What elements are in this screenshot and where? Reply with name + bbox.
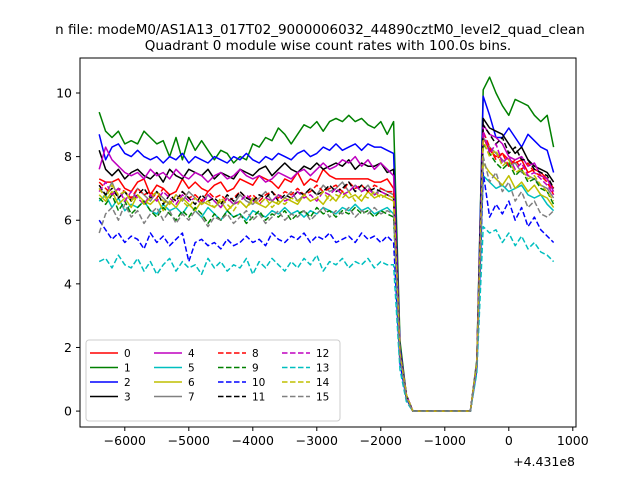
legend-label: 5 <box>188 363 195 375</box>
x-tick-label: −1000 <box>424 433 466 448</box>
x-axis: −6000 −5000 −4000 −3000 −2000 −1000 0 1000 <box>104 427 589 448</box>
figure-suptitle: n file: modeM0/AS1A13_017T02_9000006032_… <box>55 22 585 38</box>
legend-label: 10 <box>252 377 265 389</box>
legend-label: 12 <box>316 348 329 360</box>
legend-label: 8 <box>252 348 259 360</box>
y-tick-label: 6 <box>64 213 72 228</box>
x-offset-label: +4.431e8 <box>513 454 575 469</box>
legend-label: 4 <box>188 348 195 360</box>
x-tick-label: 0 <box>505 433 513 448</box>
x-tick-label: −6000 <box>104 433 146 448</box>
legend-label: 0 <box>124 348 131 360</box>
plot-area <box>98 76 555 412</box>
x-tick-label: −2000 <box>360 433 402 448</box>
series-line-15 <box>98 155 555 412</box>
x-tick-label: −5000 <box>168 433 210 448</box>
legend-label: 2 <box>124 377 131 389</box>
plot-frame <box>79 57 577 428</box>
series-line-12 <box>98 130 555 412</box>
legend-label: 6 <box>188 377 195 389</box>
y-tick-label: 10 <box>56 85 72 100</box>
legend-box <box>85 339 341 422</box>
series-line-14 <box>98 139 555 412</box>
legend-label: 13 <box>316 363 329 375</box>
legend-label: 15 <box>316 392 329 404</box>
legend-label: 3 <box>124 392 131 404</box>
legend-label: 14 <box>316 377 330 389</box>
legend-label: 1 <box>124 363 131 375</box>
y-tick-label: 8 <box>64 149 72 164</box>
legend-label: 7 <box>188 392 195 404</box>
y-tick-label: 2 <box>64 340 72 355</box>
series-line-10 <box>98 171 555 412</box>
legend-label: 11 <box>252 392 265 404</box>
chart-title: Quadrant 0 module wise count rates with … <box>145 38 511 54</box>
x-tick-label: −4000 <box>232 433 274 448</box>
y-tick-label: 4 <box>64 276 72 291</box>
y-axis: 0 2 4 6 8 10 <box>56 85 80 419</box>
x-tick-label: −3000 <box>296 433 338 448</box>
series-line-9 <box>98 143 555 412</box>
x-tick-label: 1000 <box>557 433 589 448</box>
y-tick-label: 0 <box>64 404 72 419</box>
legend-label: 9 <box>252 363 259 375</box>
